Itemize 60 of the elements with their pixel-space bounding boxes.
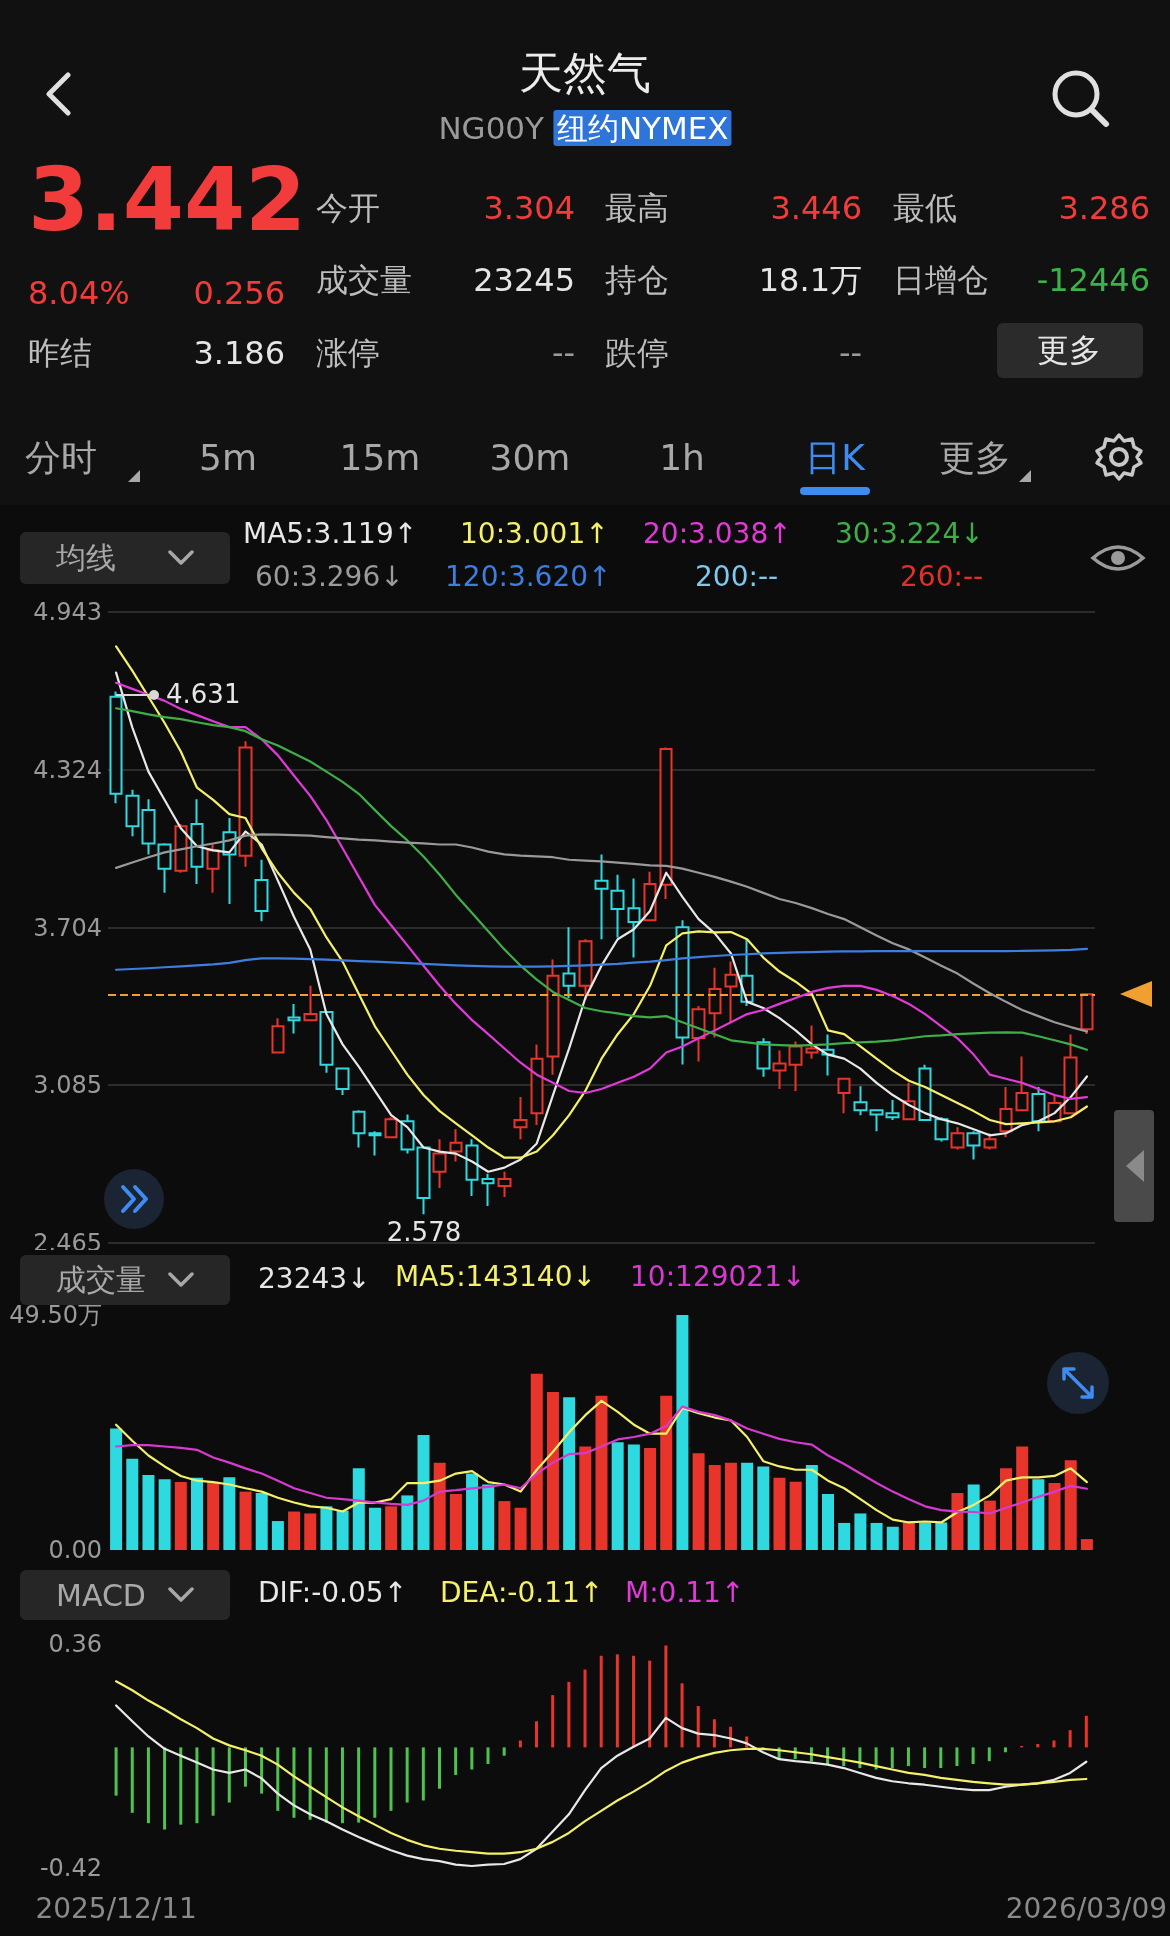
text: 涨停 [316,333,380,372]
text: 120:3.620↑ [445,559,612,593]
x-tick-label: 2025/12/11 [35,1891,197,1925]
legend-label: 200:-- [695,559,779,593]
text: MA5:3.119↑ [243,516,418,550]
text: -12446 [1036,260,1150,299]
text: 30:3.224↓ [835,516,984,550]
text: 最低 [893,188,957,227]
chart-title: MACD [56,1577,146,1613]
text: 跌停 [605,333,669,372]
text: 23245 [473,260,575,299]
text: 更多 [1037,330,1101,369]
legend-label: 60:3.296↓ [255,559,404,593]
text: 20:3.038↑ [643,516,792,550]
text: 3.304 [483,188,575,227]
annotation: 2.578 [386,1217,462,1249]
text: 3.286 [1058,188,1150,227]
text: 3.442 [28,147,307,254]
text: 日K [805,436,865,480]
series-label: M:0.11↑ [625,1575,745,1609]
text: 15m [339,436,421,480]
text: 昨结 [28,333,92,372]
text: -- [551,333,575,372]
text: 23243↓ [258,1262,371,1297]
annotation: 4.631 [166,679,241,711]
text: 持仓 [605,260,669,299]
text: 成交量 [316,260,412,299]
text: 今开 [316,188,380,227]
y-tick-label: 3.704 [33,913,102,942]
text: MA5:143140↓ [395,1259,596,1293]
chart-title: 成交量 [56,1260,146,1299]
text: 3.446 [770,188,862,227]
legend-label: 260:-- [900,559,984,593]
chart-title: 均线 [56,538,116,577]
text: 天然气 [519,45,651,99]
text: 30m [489,436,571,480]
y-tick-label: 0.00 [48,1536,102,1564]
y-tick-label: 49.50万 [9,1301,102,1329]
text: 18.1万 [758,260,862,299]
text: 3.186 [193,333,285,372]
text: 10:3.001↑ [460,516,609,550]
text: 5m [199,436,257,480]
text: DEA:-0.11↑ [440,1575,604,1609]
text: -- [838,333,862,372]
text: DIF:-0.05↑ [258,1575,408,1609]
y-tick-label: 0.36 [48,1630,102,1658]
text: 最高 [605,188,669,227]
text: 1h [659,436,705,480]
text: NG00Y 纽约NYMEX [438,110,730,146]
y-tick-label: 4.324 [33,755,102,784]
y-tick-label: 4.943 [33,598,102,626]
text: 8.04% [28,273,130,312]
text: 日增仓 [893,260,989,299]
text: 分时 [25,436,97,480]
x-tick-label: 2026/03/09 [1005,1891,1168,1925]
y-tick-label: -0.42 [39,1854,102,1882]
y-tick-label: 3.085 [33,1071,102,1100]
text: 0.256 [193,273,285,312]
text: 10:129021↓ [630,1259,806,1293]
text: 更多 [939,436,1011,480]
